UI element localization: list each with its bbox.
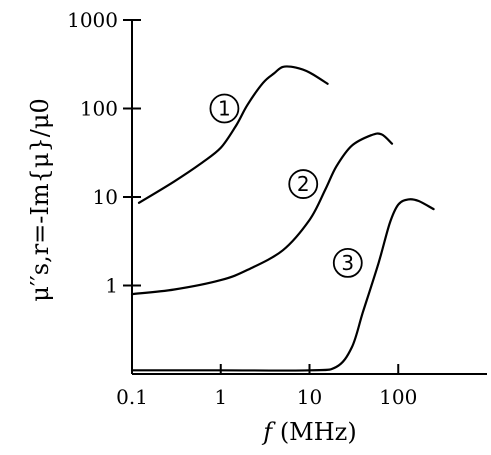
marker-label: 3 xyxy=(341,251,354,275)
y-ticks: 1 10 100 1000 xyxy=(67,8,141,298)
x-tick-label: 100 xyxy=(379,385,417,409)
marker-label: 2 xyxy=(297,172,310,196)
x-ticks: 0.1 1 10 100 xyxy=(116,364,417,409)
series-marker-2: 2 xyxy=(288,169,319,199)
y-axis-title: μ′′s,r=-Im{μ}/μ0 xyxy=(26,98,54,301)
curves xyxy=(130,65,435,372)
series-markers: 1 2 3 xyxy=(209,93,363,278)
x-tick-label: 1 xyxy=(214,385,227,409)
x-axis-title: f (MHz) xyxy=(261,418,356,446)
y-tick-label: 1000 xyxy=(67,8,118,32)
series-2-line xyxy=(130,132,394,296)
y-tick-label: 100 xyxy=(80,97,118,121)
marker-circle xyxy=(288,169,319,199)
x-tick-label: 10 xyxy=(297,385,322,409)
x-axis-title-unit: (MHz) xyxy=(272,418,357,446)
series-3-line xyxy=(130,198,435,372)
series-marker-3: 3 xyxy=(332,248,363,278)
marker-label: 1 xyxy=(218,97,231,121)
marker-circle xyxy=(209,93,240,124)
y-tick-label: 10 xyxy=(93,185,118,209)
marker-circle xyxy=(332,248,363,278)
x-tick-label: 0.1 xyxy=(116,385,148,409)
series-1-line xyxy=(137,65,329,204)
series-marker-1: 1 xyxy=(209,93,240,124)
y-tick-label: 1 xyxy=(105,274,118,298)
